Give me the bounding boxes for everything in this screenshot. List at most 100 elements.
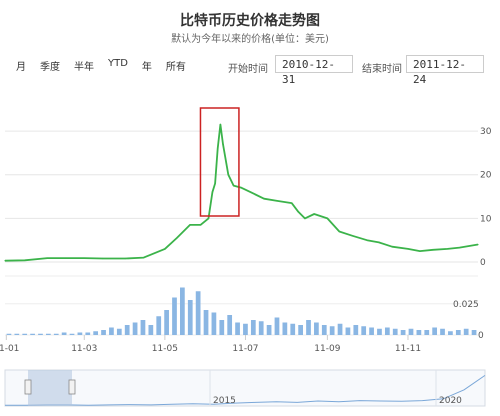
volume-bar bbox=[416, 330, 422, 335]
price-y-tick-label: 20 bbox=[480, 171, 492, 181]
price-point bbox=[338, 230, 340, 233]
volume-bar bbox=[109, 327, 114, 335]
volume-bar bbox=[448, 331, 453, 335]
volume-bar bbox=[22, 333, 28, 335]
volume-bar bbox=[298, 325, 303, 335]
navigator-selection bbox=[28, 370, 72, 406]
price-point bbox=[313, 213, 315, 215]
peak-highlight-box bbox=[199, 107, 240, 217]
price-point bbox=[46, 257, 48, 259]
volume-bar bbox=[140, 320, 146, 335]
volume-bar bbox=[314, 322, 319, 335]
volume-bar bbox=[61, 332, 67, 335]
volume-bar bbox=[321, 325, 327, 335]
price-point bbox=[143, 257, 145, 259]
price-point bbox=[250, 191, 252, 193]
price-point bbox=[199, 224, 202, 226]
volume-bar bbox=[69, 333, 75, 335]
volume-bar bbox=[432, 327, 438, 335]
volume-bar bbox=[377, 328, 382, 335]
volume-bar bbox=[116, 328, 122, 335]
price-point bbox=[232, 185, 235, 187]
volume-bar bbox=[384, 327, 390, 335]
volume-bar bbox=[132, 322, 138, 335]
volume-bar bbox=[306, 320, 311, 335]
range-button-quarter[interactable]: 季度 bbox=[40, 62, 60, 73]
price-point bbox=[447, 248, 449, 250]
volume-bar bbox=[471, 330, 477, 335]
price-line bbox=[4, 123, 479, 262]
x-tick-label: 11-03 bbox=[71, 344, 97, 354]
price-point bbox=[458, 247, 461, 249]
price-point bbox=[276, 200, 278, 202]
navigator-left-handle[interactable] bbox=[24, 379, 32, 395]
range-button-all[interactable]: 所有 bbox=[165, 62, 186, 73]
volume-bar bbox=[211, 312, 217, 335]
volume-bar bbox=[290, 323, 296, 335]
price-point bbox=[407, 248, 409, 250]
price-point bbox=[124, 257, 126, 260]
volume-bar bbox=[266, 325, 272, 335]
price-point bbox=[217, 147, 219, 150]
volume-bar bbox=[274, 317, 280, 335]
x-tick-label: 11-07 bbox=[232, 344, 258, 354]
volume-bar bbox=[337, 323, 343, 335]
price-point bbox=[65, 257, 67, 259]
volume-bar bbox=[440, 328, 445, 335]
volume-bar bbox=[424, 330, 430, 335]
volume-bar bbox=[282, 322, 288, 335]
price-point bbox=[207, 217, 210, 219]
navigator-right-handle[interactable] bbox=[68, 379, 76, 395]
volume-bar bbox=[455, 330, 461, 335]
volume-bar bbox=[124, 325, 130, 335]
range-button-half-year[interactable]: 半年 bbox=[74, 62, 94, 73]
price-point bbox=[222, 143, 224, 145]
volume-bar bbox=[164, 310, 169, 335]
price-point bbox=[227, 174, 229, 176]
chart-title: 比特币历史价格走势图 bbox=[180, 13, 320, 29]
volume-bar bbox=[463, 328, 469, 335]
volume-y-tick-label: 0 bbox=[478, 331, 484, 341]
x-tick-label: 11-05 bbox=[152, 344, 178, 354]
volume-bar bbox=[93, 331, 99, 335]
volume-bar bbox=[172, 297, 177, 335]
range-button-year[interactable]: 年 bbox=[141, 62, 152, 73]
price-point bbox=[4, 260, 6, 262]
end-date-label: 结束时间 bbox=[362, 64, 402, 75]
range-button-ytd[interactable]: YTD bbox=[108, 58, 128, 69]
price-point bbox=[240, 187, 243, 189]
volume-bar bbox=[219, 320, 225, 335]
price-point bbox=[391, 246, 393, 248]
volume-bar bbox=[243, 323, 248, 335]
volume-bar bbox=[6, 333, 12, 335]
price-point bbox=[291, 202, 293, 204]
volume-bar bbox=[30, 333, 35, 335]
volume-bar bbox=[227, 315, 233, 335]
volume-bar bbox=[148, 325, 154, 335]
price-point bbox=[83, 257, 85, 259]
price-point bbox=[477, 243, 479, 246]
price-y-tick-label: 30 bbox=[480, 127, 492, 137]
volume-bar bbox=[14, 333, 20, 335]
price-y-tick-label: 10 bbox=[480, 214, 492, 224]
price-point bbox=[189, 224, 191, 226]
volume-bar bbox=[329, 326, 335, 335]
price-point bbox=[419, 250, 421, 252]
volume-bar bbox=[45, 333, 51, 335]
volume-bar bbox=[235, 322, 240, 335]
volume-bar bbox=[38, 333, 43, 335]
volume-bar bbox=[250, 320, 256, 335]
volume-bar bbox=[53, 333, 59, 335]
volume-bar bbox=[85, 332, 91, 335]
volume-bar bbox=[408, 328, 414, 335]
price-point bbox=[164, 248, 166, 250]
volume-bar bbox=[400, 330, 406, 335]
end-date-input[interactable]: 2011-12-24 bbox=[406, 55, 484, 86]
volume-bar bbox=[195, 291, 201, 335]
volume-bar bbox=[77, 332, 83, 335]
volume-bar bbox=[180, 287, 185, 335]
start-date-input[interactable]: 2010-12-31 bbox=[275, 55, 353, 86]
navigator-line bbox=[5, 374, 486, 406]
range-button-month[interactable]: 月 bbox=[16, 62, 26, 73]
